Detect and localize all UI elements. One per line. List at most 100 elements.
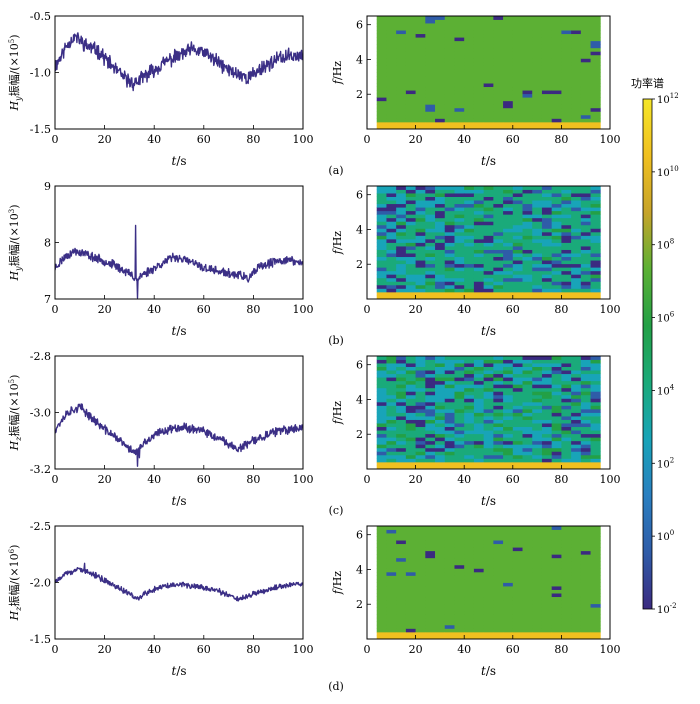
spectrogram-cell <box>464 40 475 45</box>
spectrogram-cell <box>396 200 407 205</box>
spectrogram-cell <box>376 561 387 566</box>
spectrogram-cell <box>415 61 426 66</box>
spectrogram-cell <box>541 635 553 640</box>
spectrogram-cell <box>580 235 591 240</box>
spectrogram-cell <box>405 547 416 552</box>
spectrogram-cell <box>571 408 582 413</box>
spectrogram-cell <box>512 387 523 392</box>
spectrogram-cell <box>522 97 533 102</box>
spectrogram-cell <box>493 377 504 382</box>
spectrogram-cell <box>571 536 582 541</box>
spectrogram-cell <box>444 557 455 562</box>
spectrogram-cell <box>376 281 387 286</box>
spectrogram-cell <box>444 44 455 49</box>
spectrogram-cell <box>561 61 572 66</box>
spectrogram-cell <box>454 54 465 59</box>
spectrogram-cell <box>590 210 601 215</box>
spectrogram-cell <box>425 617 436 622</box>
spectrogram-cell <box>386 19 397 24</box>
spectrogram-cell <box>532 26 543 31</box>
y-tick-label: -0.5 <box>30 10 51 23</box>
spectrogram-cell <box>473 97 485 102</box>
spectrogram-cell <box>483 380 494 385</box>
spectrogram-cell <box>522 433 533 438</box>
spectrogram-cell <box>541 235 553 240</box>
spectrogram-cell <box>473 125 485 130</box>
spectrogram-cell <box>532 430 543 435</box>
spectrogram-cell <box>532 461 543 466</box>
spectrogram-cell <box>425 125 436 130</box>
spectrogram-cell <box>512 249 523 254</box>
spectrogram-cell <box>435 359 446 364</box>
spectrogram-cell <box>483 72 494 77</box>
spectrogram-cell <box>473 426 485 431</box>
spectrogram-cell <box>396 377 407 382</box>
spectrogram-cell <box>561 391 572 396</box>
spectrogram-cell <box>435 54 446 59</box>
spectrogram-cell <box>386 607 397 612</box>
spectrogram-cell <box>522 356 533 360</box>
spectrogram-cell <box>561 380 572 385</box>
spectrogram-cell <box>386 37 397 42</box>
spectrogram-cell <box>415 617 426 622</box>
spectrogram-cell <box>522 596 533 601</box>
spectrogram-cell <box>386 295 397 300</box>
spectrogram-cell <box>444 437 455 442</box>
spectrogram-cell <box>483 461 494 466</box>
spectrogram-cell <box>435 617 446 622</box>
spectrogram-cell <box>590 458 601 463</box>
spectrogram-cell <box>376 401 387 406</box>
spectrogram-cell <box>561 568 572 573</box>
spectrogram-cell <box>503 384 514 389</box>
spectrogram-cell <box>580 100 591 105</box>
spectrogram-cell <box>435 97 446 102</box>
spectrogram-cell <box>503 37 514 42</box>
spectrogram-cell <box>512 37 523 42</box>
spectrogram-cell <box>464 458 475 463</box>
spectrogram-cell <box>503 288 514 293</box>
spectrogram-cell <box>454 536 465 541</box>
spectrogram-cell <box>541 68 553 73</box>
spectrogram-cell <box>493 433 504 438</box>
spectrogram-cell <box>435 575 446 580</box>
spectrogram-cell <box>444 270 455 275</box>
spectrogram-cell <box>396 291 407 296</box>
spectrogram-cell <box>532 564 543 569</box>
y-tick-label: -3.2 <box>30 463 51 476</box>
spectrogram-cell <box>503 458 514 463</box>
spectrogram-cell <box>512 540 523 545</box>
spectrogram-cell <box>444 90 455 95</box>
spectrogram-cell <box>571 267 582 272</box>
spectrogram-cell <box>405 575 416 580</box>
spectrogram-cell <box>590 447 601 452</box>
spectrogram-cell <box>551 47 562 52</box>
spectrogram-cell <box>405 426 416 431</box>
spectrogram-cell <box>444 207 455 212</box>
spectrogram-cell <box>571 242 582 247</box>
spectrogram-cell <box>590 416 601 420</box>
spectrogram-cell <box>483 423 494 428</box>
spectrogram-cell <box>532 617 543 622</box>
spectrogram-cell <box>444 624 455 629</box>
spectrogram-cell <box>454 547 465 552</box>
spectrogram-cell <box>435 196 446 201</box>
spectrogram-cell <box>580 79 591 84</box>
spectrogram-cell <box>464 363 475 367</box>
spectrogram-cell <box>435 561 446 566</box>
spectrogram-cell <box>415 401 426 406</box>
spectrogram-cell <box>551 214 562 219</box>
spectrogram-cell <box>483 61 494 66</box>
spectrogram-cell <box>571 47 582 52</box>
spectrogram-cell <box>435 189 446 194</box>
spectrogram-cell <box>483 621 494 626</box>
spectrogram-cell <box>541 564 553 569</box>
spectrogram-cell <box>415 635 426 640</box>
spectrogram-cell <box>590 54 601 59</box>
spectrogram-cell <box>541 465 553 470</box>
spectrogram-cell <box>483 614 494 619</box>
spectrogram-cell <box>580 454 591 459</box>
x-tick-label: 40 <box>457 643 471 656</box>
spectrogram-cell <box>415 228 426 233</box>
spectrogram-cell <box>493 533 504 537</box>
